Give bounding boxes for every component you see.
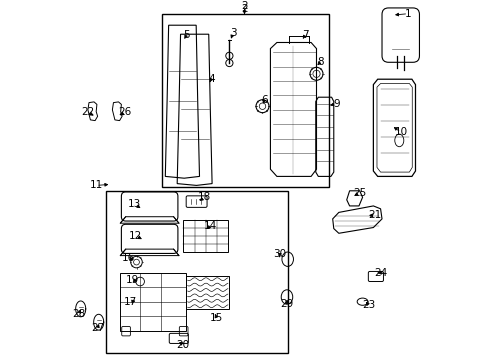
Text: 4: 4	[207, 74, 214, 84]
Text: 13: 13	[128, 199, 141, 210]
Text: 2: 2	[241, 1, 247, 12]
Text: 16: 16	[122, 253, 135, 264]
Text: 7: 7	[301, 30, 307, 40]
Text: 1: 1	[404, 9, 411, 19]
Text: 17: 17	[123, 297, 136, 307]
Text: 14: 14	[203, 221, 217, 231]
Text: 25: 25	[352, 188, 366, 198]
Text: 12: 12	[129, 231, 142, 241]
Text: 21: 21	[367, 210, 381, 220]
Text: 23: 23	[361, 300, 375, 310]
Text: 22: 22	[81, 107, 94, 117]
Text: 9: 9	[332, 99, 339, 109]
Text: 3: 3	[229, 28, 236, 38]
Text: 28: 28	[72, 309, 85, 319]
Text: 2: 2	[241, 4, 247, 14]
Text: 18: 18	[198, 192, 211, 202]
Text: 27: 27	[91, 323, 104, 333]
Text: 15: 15	[209, 312, 223, 323]
Text: 29: 29	[280, 299, 293, 309]
Text: 11: 11	[89, 180, 102, 190]
Text: 6: 6	[261, 95, 267, 105]
Text: 30: 30	[273, 249, 286, 259]
Text: 8: 8	[316, 57, 323, 67]
Text: 5: 5	[183, 30, 189, 40]
Text: 20: 20	[176, 340, 189, 350]
Text: 10: 10	[394, 127, 407, 138]
Text: 19: 19	[125, 275, 139, 285]
Text: 24: 24	[374, 268, 387, 278]
Text: 26: 26	[118, 107, 131, 117]
